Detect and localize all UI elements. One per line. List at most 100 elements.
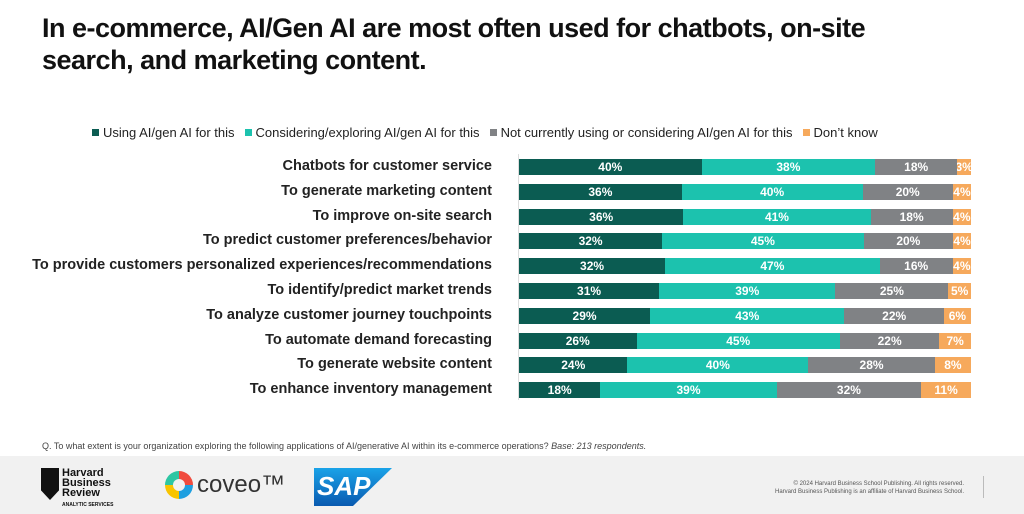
legend-swatch xyxy=(489,129,497,136)
bar-segment: 8% xyxy=(934,357,971,374)
copyright: © 2024 Harvard Business School Publishin… xyxy=(775,480,964,496)
base-text: Base: 213 respondents. xyxy=(551,441,647,451)
bar-segment: 29% xyxy=(519,307,651,324)
legend-item: Don’t know xyxy=(802,125,878,140)
footer: Harvard Business Review ANALYTIC SERVICE… xyxy=(0,456,1024,514)
bar-segment: 40% xyxy=(681,183,863,200)
divider xyxy=(983,476,984,498)
bar-row: To generate website content 24% 40% 28% 8% xyxy=(0,352,1024,377)
stacked-bar: 26% 45% 22% 7% xyxy=(519,332,971,349)
hbr-shield-icon xyxy=(41,468,59,500)
bar-row: To identify/predict market trends 31% 39% 2… xyxy=(0,278,1024,303)
bar-row: To automate demand forecasting 26% 45% 22% 7… xyxy=(0,328,1024,353)
coveo-logo: coveo™ xyxy=(165,471,285,499)
stacked-bar: 31% 39% 25% 5% xyxy=(519,283,971,299)
bar-segment: 32% xyxy=(776,382,922,399)
bar-segment: 43% xyxy=(650,307,845,324)
category-label: To provide customers personalized experi… xyxy=(32,257,492,274)
bar-row: To predict customer preferences/behavior… xyxy=(0,228,1024,253)
stacked-bar: 32% 47% 16% 4% xyxy=(519,258,971,275)
bar-segment: 40% xyxy=(519,159,702,175)
bar-row: To improve on-site search 36% 41% 18% 4% xyxy=(0,204,1024,229)
bar-segment: 22% xyxy=(844,307,944,324)
bar-segment: 25% xyxy=(835,283,949,299)
bar-segment: 32% xyxy=(519,233,663,250)
hbr-logo-sub: ANALYTIC SERVICES xyxy=(62,502,114,508)
legend-label: Not currently using or considering AI/ge… xyxy=(500,125,793,140)
bar-segment: 16% xyxy=(879,258,953,275)
bar-segment: 36% xyxy=(519,208,684,225)
bar-segment: 41% xyxy=(683,208,871,225)
category-label: To analyze customer journey touchpoints xyxy=(206,306,492,323)
hbr-logo-line: Business xyxy=(62,477,111,489)
category-label: To generate website content xyxy=(297,356,492,373)
bar-segment: 39% xyxy=(659,283,836,299)
stacked-bar: 36% 40% 20% 4% xyxy=(519,183,971,200)
stacked-bar: 18% 39% 32% 11% xyxy=(519,382,971,399)
category-label: Chatbots for customer service xyxy=(282,158,492,174)
bar-segment: 45% xyxy=(636,332,840,349)
bar-segment: 45% xyxy=(662,233,864,250)
coveo-ring-icon xyxy=(165,471,193,499)
bar-segment: 3% xyxy=(957,159,971,175)
category-label: To generate marketing content xyxy=(281,182,492,199)
legend-label: Using AI/gen AI for this xyxy=(103,125,235,140)
bar-segment: 6% xyxy=(943,307,971,324)
coveo-text: coveo™ xyxy=(197,471,286,498)
legend-label: Considering/exploring AI/gen AI for this xyxy=(255,125,480,140)
stacked-bar: 24% 40% 28% 8% xyxy=(519,357,971,374)
legend-item: Using AI/gen AI for this xyxy=(92,125,235,140)
hbr-logo: Harvard Business Review ANALYTIC SERVICE… xyxy=(41,467,114,510)
stacked-bar: 40%38%18%3% xyxy=(519,159,971,175)
bar-segment: 4% xyxy=(952,183,971,200)
affiliate-text: Harvard Business Publishing is an affili… xyxy=(775,489,964,495)
stacked-bar: 29% 43% 22% 6% xyxy=(519,307,971,324)
bar-segment: 40% xyxy=(627,357,809,374)
page-title: In e-commerce, AI/Gen AI are most often … xyxy=(42,13,866,75)
bar-segment: 39% xyxy=(600,382,777,399)
stacked-bar-chart: Chatbots for customer service40%38%18%3%… xyxy=(0,154,1024,404)
bar-row: To generate marketing content 36% 40% 20% 4% xyxy=(0,179,1024,204)
copyright-text: © 2024 Harvard Business School Publishin… xyxy=(793,481,964,487)
bar-row: To provide customers personalized experi… xyxy=(0,253,1024,278)
category-label: To automate demand forecasting xyxy=(265,331,492,348)
bar-segment: 18% xyxy=(875,159,958,175)
legend-swatch xyxy=(802,129,810,136)
category-label: To improve on-site search xyxy=(312,207,492,224)
legend-swatch xyxy=(92,129,99,136)
category-label: To identify/predict market trends xyxy=(267,282,492,298)
bar-segment: 18% xyxy=(870,208,953,225)
bar-segment: 38% xyxy=(701,159,876,175)
bar-segment: 36% xyxy=(519,183,682,200)
axis-line xyxy=(518,154,519,400)
legend-label: Don’t know xyxy=(813,125,878,140)
bar-segment: 20% xyxy=(862,183,953,200)
legend-item: Considering/exploring AI/gen AI for this xyxy=(244,125,480,140)
bar-row: Chatbots for customer service 40%38%18%3% xyxy=(0,154,1024,179)
category-label: To enhance inventory management xyxy=(249,381,492,398)
category-label: To predict customer preferences/behavior xyxy=(202,232,492,249)
bar-segment: 47% xyxy=(665,258,880,275)
bar-segment: 24% xyxy=(519,357,628,374)
bar-row: To analyze customer journey touchpoints 2… xyxy=(0,303,1024,328)
bar-segment: 7% xyxy=(939,332,971,349)
bar-segment: 28% xyxy=(808,357,935,374)
bar-segment: 31% xyxy=(519,283,660,299)
legend-swatch xyxy=(244,129,252,136)
sap-logo: SAP xyxy=(314,468,392,506)
bar-segment: 22% xyxy=(839,332,940,349)
legend-item: Not currently using or considering AI/ge… xyxy=(489,125,793,140)
bar-segment: 26% xyxy=(519,332,637,349)
bar-segment: 32% xyxy=(519,258,666,275)
hbr-logo-line: Review xyxy=(62,487,100,499)
hbr-logo-line: Harvard xyxy=(62,467,104,479)
stacked-bar: 36% 41% 18% 4% xyxy=(519,208,971,225)
bar-segment: 5% xyxy=(948,283,971,299)
stacked-bar: 32% 45% 20% 4% xyxy=(519,233,971,250)
bar-segment: 20% xyxy=(863,233,954,250)
bar-segment: 4% xyxy=(952,258,971,275)
chart-legend: Using AI/gen AI for this Considering/expl… xyxy=(92,125,878,140)
bar-row: To enhance inventory management 18% 39% 32%… xyxy=(0,377,1024,402)
bar-segment: 11% xyxy=(921,382,971,399)
bar-segment: 18% xyxy=(519,382,601,399)
